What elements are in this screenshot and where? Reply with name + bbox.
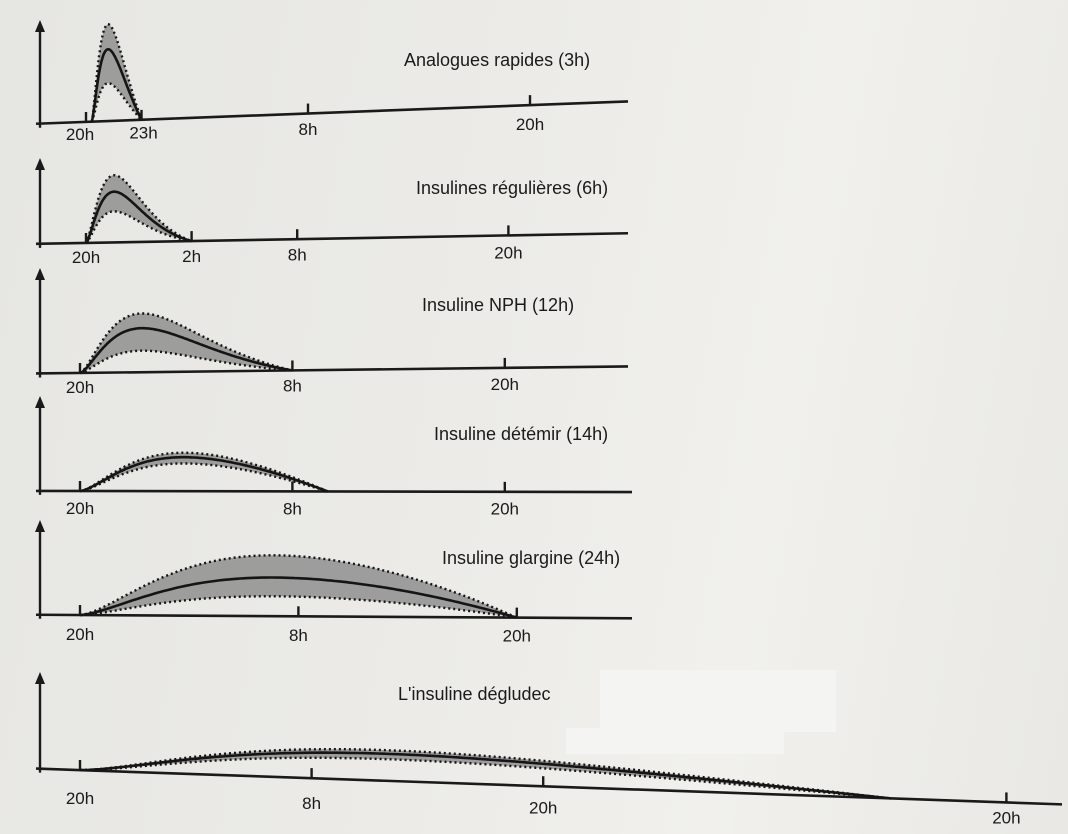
paper-light-patch — [600, 670, 836, 732]
x-tick-label: 20h — [66, 378, 94, 397]
x-tick-label: 20h — [491, 375, 519, 394]
variability-band — [80, 555, 517, 618]
panel: 20h 2h 8h 20h Insulines régulières (6h) — [35, 158, 629, 267]
panel-title: Insuline détémir (14h) — [434, 424, 608, 444]
x-axis — [35, 231, 629, 246]
x-tick-label: 20h — [491, 500, 519, 519]
x-tick-label: 20h — [66, 625, 94, 644]
x-tick-label: 8h — [289, 626, 308, 645]
y-axis-arrow — [35, 20, 45, 32]
panel-title: Insulines régulières (6h) — [416, 178, 608, 198]
lower-bound-dotted — [90, 82, 143, 123]
x-tick-label: 20h — [66, 125, 94, 144]
panel: 20h 23h 8h 20h Analogues rapides (3h) — [35, 20, 629, 144]
y-axis-arrow — [35, 268, 45, 280]
x-tick-label: 20h — [66, 499, 94, 518]
x-axis — [35, 613, 633, 620]
x-tick-label: 20h — [503, 627, 531, 646]
upper-bound-dotted — [90, 23, 143, 123]
x-tick-label: 8h — [283, 499, 302, 518]
mean-action-curve — [79, 576, 518, 619]
upper-bound-dotted — [79, 312, 293, 375]
x-tick-label: 20h — [66, 789, 94, 808]
panel-title: L'insuline dégludec — [398, 684, 551, 704]
panel: 20h 8h 20h 20h L'insuline dégludec — [35, 672, 1063, 827]
y-axis-arrow — [35, 396, 45, 408]
x-tick-label: 23h — [129, 124, 157, 143]
x-tick-label: 20h — [529, 799, 557, 818]
lower-bound-dotted — [85, 210, 192, 244]
x-tick-label: 20h — [72, 248, 100, 267]
mean-action-curve — [90, 48, 143, 123]
x-tick-label: 20h — [494, 243, 522, 262]
lower-bound-dotted — [79, 595, 517, 619]
x-tick-label: 8h — [283, 376, 302, 395]
x-tick-label: 20h — [516, 115, 544, 134]
x-axis — [35, 489, 633, 494]
x-tick-label: 8h — [288, 246, 307, 265]
mean-action-curve — [79, 326, 293, 375]
x-tick-label: 8h — [302, 794, 321, 813]
y-axis-arrow — [35, 520, 45, 532]
x-axis — [35, 365, 629, 375]
paper-light-patch — [566, 728, 784, 754]
panel-title: Analogues rapides (3h) — [404, 50, 590, 70]
y-axis-arrow — [35, 672, 45, 684]
upper-bound-dotted — [79, 554, 518, 619]
x-tick-label: 2h — [182, 247, 201, 266]
upper-bound-dotted — [85, 174, 192, 244]
panel: 20h 8h 20h Insuline NPH (12h) — [35, 268, 629, 397]
x-axis — [35, 767, 1063, 806]
lower-bound-dotted — [79, 349, 293, 375]
variability-band — [91, 24, 142, 122]
x-tick-label: 20h — [992, 808, 1020, 827]
upper-bound-dotted — [79, 748, 891, 800]
mean-action-curve — [79, 455, 329, 493]
panel-title: Insuline glargine (24h) — [442, 548, 620, 568]
panel-title: Insuline NPH (12h) — [422, 295, 574, 315]
x-tick-label: 8h — [299, 120, 318, 139]
mean-action-curve — [80, 751, 891, 800]
lower-bound-dotted — [80, 756, 891, 800]
y-axis-arrow — [35, 158, 45, 170]
mean-action-curve — [85, 190, 192, 244]
panel: 20h 8h 20h Insuline glargine (24h) — [35, 520, 633, 646]
panel: 20h 8h 20h Insuline détémir (14h) — [35, 396, 633, 519]
